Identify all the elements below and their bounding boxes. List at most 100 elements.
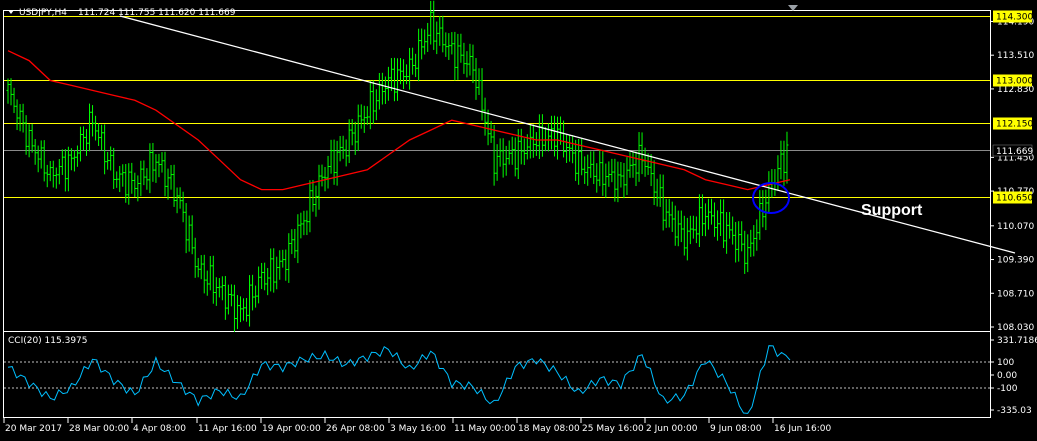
- candle: [731, 216, 735, 245]
- time-tick-label: 28 Mar 00:00: [69, 424, 129, 434]
- candle: [299, 212, 303, 239]
- candle: [151, 142, 155, 182]
- candle: [190, 215, 194, 255]
- candle: [417, 28, 421, 82]
- candle: [350, 119, 354, 146]
- candle: [362, 105, 366, 133]
- candle: [94, 115, 98, 141]
- candle: [483, 97, 487, 136]
- candle: [326, 155, 330, 189]
- candle: [160, 152, 164, 173]
- candle: [619, 162, 623, 188]
- candle: [519, 128, 523, 165]
- candle: [308, 180, 312, 233]
- cci-tick-label: 0.00: [997, 371, 1017, 381]
- time-tick-label: 3 May 16:00: [390, 424, 446, 434]
- candle: [444, 32, 448, 57]
- candle: [302, 210, 306, 236]
- time-tick-label: 11 May 00:00: [454, 424, 516, 434]
- moving-average-line: [7, 50, 791, 191]
- scroll-marker-icon[interactable]: [788, 5, 798, 11]
- candle: [749, 229, 753, 257]
- candle: [81, 126, 85, 151]
- candle: [399, 58, 403, 85]
- candle: [109, 146, 113, 171]
- candle: [719, 199, 723, 236]
- current-price-box: [992, 144, 1033, 157]
- trendline[interactable]: [119, 15, 1016, 254]
- candle: [691, 215, 695, 239]
- candle: [516, 128, 520, 180]
- candle: [586, 154, 590, 186]
- current-price-label: 111.669: [996, 147, 1033, 157]
- candle: [685, 217, 689, 261]
- candle: [181, 191, 185, 223]
- price-tick-label: 108.710: [997, 289, 1034, 299]
- candle: [414, 53, 418, 78]
- candle: [728, 211, 732, 239]
- candle: [365, 106, 369, 125]
- candle: [522, 138, 526, 165]
- cci-label: CCI(20) 115.3975: [8, 336, 88, 346]
- candle: [359, 104, 363, 129]
- candle: [743, 230, 747, 274]
- candle: [178, 187, 182, 209]
- candle: [435, 21, 439, 55]
- price-tick-label: 113.510: [997, 51, 1034, 61]
- candle: [631, 151, 635, 178]
- candle: [356, 104, 360, 152]
- candle: [329, 139, 333, 174]
- level-label: 114.300: [996, 13, 1033, 23]
- candle: [33, 138, 37, 165]
- candle: [145, 168, 149, 190]
- candle: [507, 140, 511, 165]
- candle: [583, 156, 587, 184]
- candle: [287, 233, 291, 283]
- candle: [217, 278, 221, 298]
- candle: [374, 89, 378, 121]
- candle: [676, 210, 680, 247]
- candle: [220, 276, 224, 301]
- candle: [248, 275, 252, 327]
- candle: [103, 124, 107, 175]
- candle: [441, 15, 445, 53]
- candle: [100, 124, 104, 151]
- candle: [785, 131, 789, 184]
- candle: [592, 151, 596, 185]
- cci-tick-label: -335.03: [997, 406, 1032, 416]
- candle: [133, 172, 137, 197]
- candle: [565, 134, 569, 163]
- candle: [69, 148, 73, 171]
- candle: [649, 154, 653, 187]
- collapse-arrow-icon[interactable]: [8, 10, 14, 14]
- candle: [655, 178, 659, 207]
- time-tick-label: 11 Apr 16:00: [198, 424, 257, 434]
- candle: [709, 198, 713, 225]
- time-tick-label: 4 Apr 08:00: [133, 424, 186, 434]
- candle: [713, 202, 717, 237]
- candle: [601, 149, 605, 196]
- candle: [637, 132, 641, 182]
- candle: [184, 203, 188, 254]
- candle: [278, 250, 282, 280]
- candle: [139, 160, 143, 197]
- candle: [12, 87, 16, 114]
- candle: [97, 123, 101, 146]
- candle: [746, 234, 750, 273]
- candle: [48, 161, 52, 182]
- level-labels: 114.300 113.000 112.150 110.650: [993, 10, 1033, 204]
- candle: [764, 189, 768, 231]
- candle: [15, 99, 19, 131]
- candle: [700, 194, 704, 236]
- support-circle[interactable]: [752, 182, 790, 214]
- candle: [88, 103, 92, 152]
- candle: [63, 149, 67, 192]
- symbol-label: USDJPY,H4: [19, 8, 67, 18]
- time-tick-label: 18 May 08:00: [518, 424, 580, 434]
- candle: [242, 298, 246, 321]
- cci-tick-label: 100: [997, 358, 1014, 368]
- candle: [54, 167, 58, 189]
- candle: [281, 249, 285, 268]
- candle: [18, 104, 22, 132]
